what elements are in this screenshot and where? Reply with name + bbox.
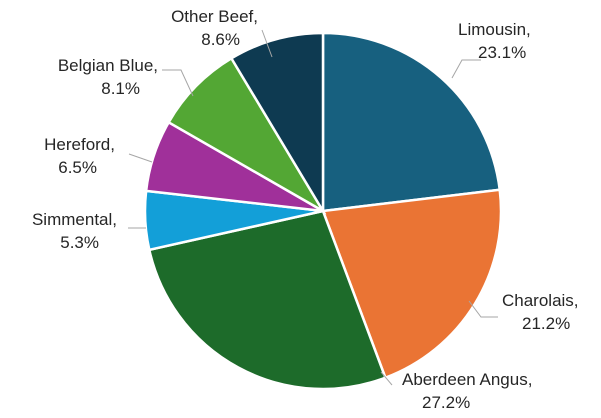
leader-line-charolais (468, 300, 498, 318)
pie-slice-charolais (321, 188, 503, 380)
slice-labels: Limousin, 23.1% Charolais, 21.2% Aberdeen An… (32, 7, 579, 412)
leader-line-other-beef (261, 29, 273, 58)
leader-line-hereford (128, 153, 153, 163)
leader-line-aberdeen-angus (380, 371, 393, 386)
slice-name-charolais: Charolais, (502, 291, 579, 310)
slice-label-limousin: Limousin, 23.1% (458, 20, 531, 62)
pie-slices (143, 31, 503, 391)
pie-slice-aberdeen-angus (147, 209, 388, 391)
slice-name-hereford: Hereford, (44, 135, 115, 154)
slice-name-limousin: Limousin, (458, 20, 531, 39)
slice-value-aberdeen-angus: 27.2% (422, 393, 470, 412)
slice-value-belgian-blue: 8.1% (101, 79, 140, 98)
slice-label-other-beef: Other Beef, 8.6% (171, 7, 258, 49)
slice-name-aberdeen-angus: Aberdeen Angus, (402, 370, 532, 389)
slice-name-simmental: Simmental, (32, 210, 117, 229)
leader-lines (128, 29, 498, 386)
slice-label-belgian-blue: Belgian Blue, 8.1% (58, 56, 158, 98)
pie-slice-other-beef (229, 31, 325, 216)
slice-label-hereford: Hereford, 6.5% (44, 135, 115, 177)
slice-value-charolais: 21.2% (522, 314, 570, 333)
slice-value-other-beef: 8.6% (201, 30, 240, 49)
slice-name-other-beef: Other Beef, (171, 7, 258, 26)
slice-value-hereford: 6.5% (58, 158, 97, 177)
leader-line-limousin (451, 59, 481, 79)
slice-name-belgian-blue: Belgian Blue, (58, 56, 158, 75)
pie-slice-limousin (321, 31, 502, 213)
slice-label-aberdeen-angus: Aberdeen Angus, 27.2% (402, 370, 532, 412)
pie-slice-belgian-blue (166, 56, 327, 215)
slice-value-limousin: 23.1% (478, 43, 526, 62)
slice-value-simmental: 5.3% (60, 233, 99, 252)
leader-line-belgian-blue (162, 69, 194, 97)
slice-label-charolais: Charolais, 21.2% (502, 291, 579, 333)
slice-label-simmental: Simmental, 5.3% (32, 210, 117, 252)
